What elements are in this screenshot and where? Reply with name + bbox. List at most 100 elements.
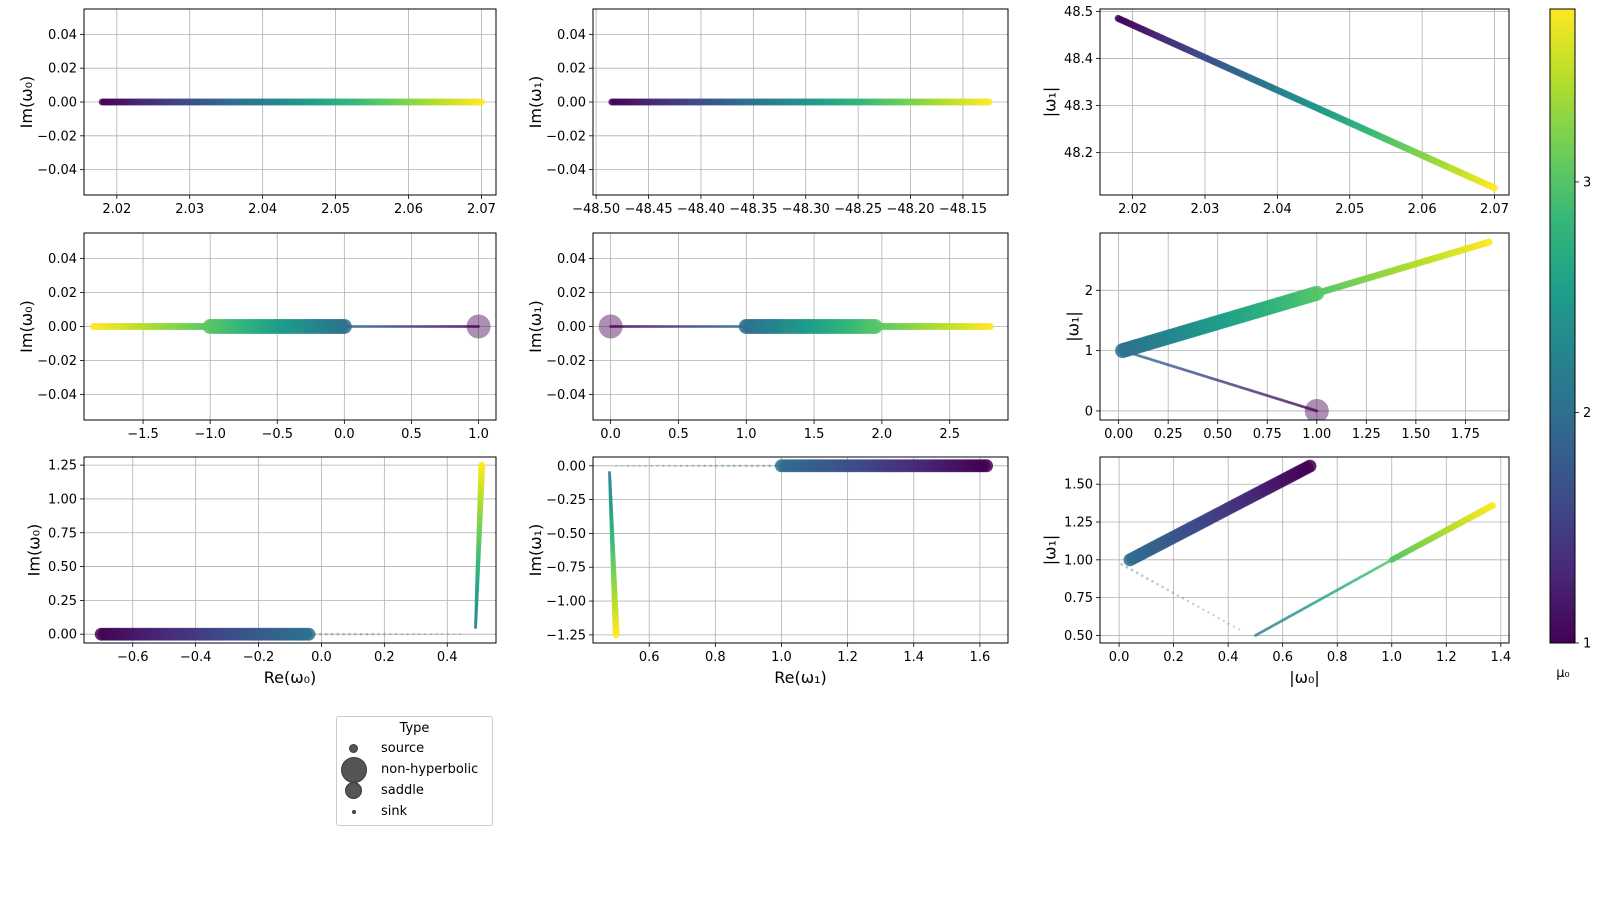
x-tick-label: 0.50 bbox=[1203, 427, 1232, 442]
y-tick-label: −0.04 bbox=[546, 163, 586, 178]
y-tick-label: 0.02 bbox=[48, 62, 77, 77]
x-tick-label: 0.4 bbox=[1218, 650, 1239, 665]
points-r0c2 bbox=[1114, 14, 1499, 192]
point-sink bbox=[400, 633, 403, 636]
x-tick-label: 1.2 bbox=[1436, 650, 1457, 665]
point-sink bbox=[774, 464, 778, 468]
point-sink bbox=[342, 632, 346, 636]
point-sink bbox=[762, 464, 766, 468]
y-axis-label: Im(ω₁) bbox=[526, 300, 545, 353]
point-sink bbox=[453, 633, 456, 636]
subplot-r1c2: 0.00 0.25 0.50 0.75 1.00 1.25 1.50 1.75 0 1 2|ω₁| bbox=[1063, 232, 1510, 442]
y-axis-label: Im(ω₁) bbox=[526, 524, 545, 577]
y-tick-label: 0 bbox=[1085, 404, 1093, 419]
y-axis-label: |ω₁| bbox=[1063, 311, 1082, 342]
y-tick-label: 0.25 bbox=[48, 594, 77, 609]
point-sink bbox=[458, 633, 461, 636]
axes-frame bbox=[592, 456, 1009, 644]
axes-frame bbox=[1099, 456, 1510, 644]
point-sink bbox=[353, 632, 357, 636]
legend-title: Type bbox=[399, 721, 430, 736]
x-tick-label: 2.5 bbox=[939, 427, 960, 442]
point-sink bbox=[715, 464, 718, 468]
colorbar-tick-label: 3 bbox=[1583, 175, 1591, 190]
x-tick-label: 1.0 bbox=[468, 427, 489, 442]
point-sink bbox=[324, 632, 328, 636]
legend-marker-sink bbox=[352, 810, 356, 814]
point-sink bbox=[644, 464, 647, 467]
legend-marker-saddle bbox=[345, 782, 362, 799]
point-sink bbox=[985, 98, 993, 106]
point-sink bbox=[406, 633, 409, 636]
y-tick-label: −0.02 bbox=[37, 129, 77, 144]
subplot-r2c0: −0.6 −0.4 −0.2 0.0 0.2 0.4 0.00 0.25 0.50 0.75 1.0… bbox=[25, 456, 497, 687]
point-sink bbox=[1176, 594, 1180, 597]
point-sink bbox=[1222, 619, 1225, 622]
point-sink bbox=[612, 631, 620, 639]
point-sink bbox=[365, 632, 369, 636]
axes-frame bbox=[83, 456, 497, 644]
y-axis-label: Im(ω₀) bbox=[17, 76, 36, 129]
point-source bbox=[302, 627, 316, 641]
subplot-r1c1: 0.0 0.5 1.0 1.5 2.0 2.5 −0.04 −0.02 0.00 0.02 0.04… bbox=[526, 232, 1009, 442]
x-tick-label: 2.0 bbox=[872, 427, 893, 442]
y-tick-label: 0.75 bbox=[1064, 591, 1093, 606]
subplot-r1c0: −1.5 −1.0 −0.5 0.0 0.5 1.0 −0.04 −0.02 0.00 0.02 0… bbox=[17, 232, 497, 442]
point-sink bbox=[768, 464, 772, 468]
point-sink bbox=[674, 464, 677, 467]
x-tick-label: −0.6 bbox=[117, 650, 149, 665]
y-tick-label: −1.00 bbox=[546, 595, 586, 610]
point-sink bbox=[986, 323, 994, 330]
x-tick-label: −0.5 bbox=[261, 427, 293, 442]
x-tick-label: 2.04 bbox=[1263, 202, 1292, 217]
x-tick-label: −0.2 bbox=[243, 650, 275, 665]
point-sink bbox=[656, 464, 659, 467]
x-axis-label: Re(ω₀) bbox=[264, 668, 317, 687]
y-tick-label: 1 bbox=[1085, 344, 1093, 359]
point-sink bbox=[388, 632, 392, 636]
y-tick-label: 0.04 bbox=[48, 28, 77, 43]
colorbar: 1 2 3 μ₀ bbox=[1549, 8, 1591, 681]
point-sink bbox=[1130, 568, 1134, 572]
point-source bbox=[980, 459, 994, 473]
point-sink bbox=[615, 464, 618, 467]
points-r1c2 bbox=[1115, 238, 1493, 420]
point-sink bbox=[1171, 591, 1175, 594]
legend-item-source: source bbox=[337, 739, 492, 760]
point-sink bbox=[313, 632, 317, 636]
point-sink bbox=[377, 632, 380, 636]
x-tick-label: 0.6 bbox=[1272, 650, 1293, 665]
y-tick-label: −0.75 bbox=[546, 561, 586, 576]
x-tick-label: −48.35 bbox=[729, 202, 777, 217]
x-tick-label: 2.07 bbox=[467, 202, 496, 217]
x-tick-label: 1.25 bbox=[1352, 427, 1381, 442]
x-tick-label: 0.00 bbox=[1104, 427, 1133, 442]
y-tick-label: 0.02 bbox=[48, 286, 77, 301]
points-r1c1 bbox=[598, 314, 994, 339]
subplot-r2c2: 0.0 0.2 0.4 0.6 0.8 1.0 1.2 1.4 0.50 0.75 1.00 1.25… bbox=[1041, 456, 1511, 687]
point-sink bbox=[650, 464, 653, 467]
point-sink bbox=[1212, 614, 1215, 617]
y-tick-label: −0.02 bbox=[546, 354, 586, 369]
point-sink bbox=[348, 632, 351, 636]
point-sink bbox=[1197, 605, 1200, 608]
legend-item-saddle: saddle bbox=[337, 781, 492, 802]
x-tick-label: 1.00 bbox=[1302, 427, 1331, 442]
point-sink bbox=[697, 464, 701, 468]
point-sink bbox=[738, 464, 742, 468]
y-tick-label: 0.00 bbox=[48, 628, 77, 643]
point-sink bbox=[750, 464, 754, 468]
point-sink bbox=[1166, 588, 1169, 592]
x-tick-label: 1.50 bbox=[1401, 427, 1430, 442]
point-sink bbox=[371, 632, 375, 636]
x-axis-label: |ω₀| bbox=[1289, 668, 1320, 687]
y-tick-label: 1.25 bbox=[48, 459, 77, 474]
point-sink bbox=[691, 464, 695, 468]
x-tick-label: 0.0 bbox=[334, 427, 355, 442]
legend-item-non-hyperbolic: non-hyperbolic bbox=[337, 757, 492, 783]
point-sink bbox=[418, 633, 421, 636]
y-tick-label: −0.50 bbox=[546, 527, 586, 542]
point-sink bbox=[1120, 562, 1124, 566]
point-sink bbox=[1207, 611, 1210, 614]
